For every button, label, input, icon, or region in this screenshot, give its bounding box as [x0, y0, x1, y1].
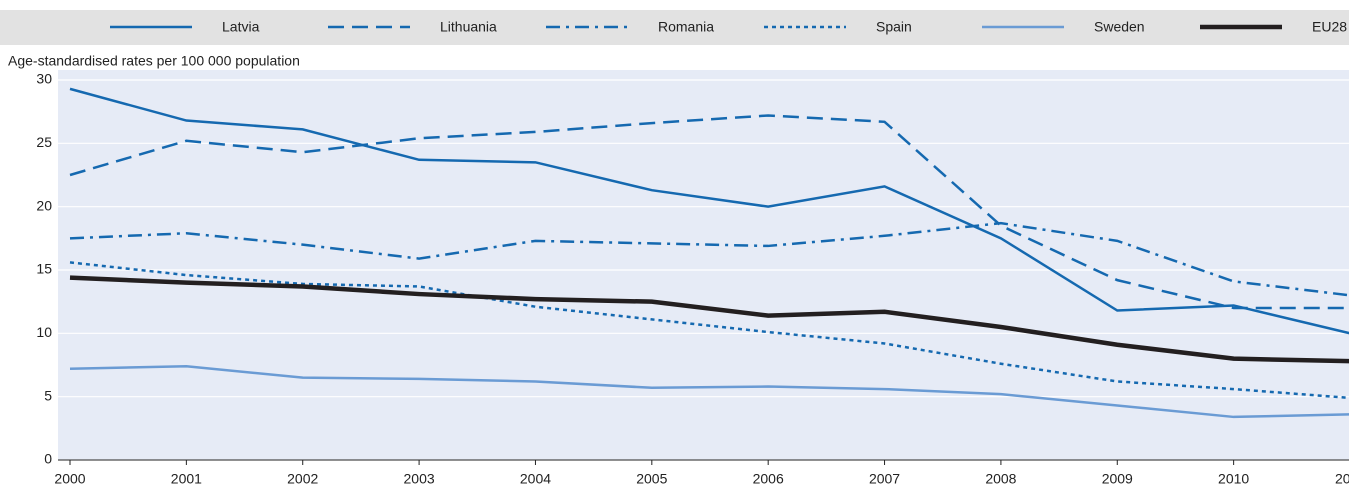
series-line: [69, 365, 1349, 419]
x-tick-label: 2011: [1335, 471, 1349, 487]
x-tick-label: 2003: [404, 471, 435, 487]
legend-label: EU28: [1312, 19, 1347, 35]
legend-label: Romania: [658, 19, 714, 35]
y-axis-label: Age-standardised rates per 100 000 popul…: [8, 53, 300, 69]
x-tick-label: 2008: [985, 471, 1016, 487]
legend-label: Lithuania: [440, 19, 497, 35]
x-tick-label: 2002: [287, 471, 318, 487]
x-tick-label: 2001: [171, 471, 202, 487]
y-tick-label: 10: [36, 324, 52, 340]
x-tick-label: 2005: [636, 471, 667, 487]
series-line: [69, 275, 1349, 364]
series-line: [69, 261, 1349, 400]
x-tick-label: 2009: [1102, 471, 1133, 487]
x-tick-label: 2007: [869, 471, 900, 487]
y-tick-label: 5: [44, 387, 52, 403]
y-tick-label: 30: [36, 71, 52, 87]
x-tick-label: 2000: [54, 471, 85, 487]
series-line: [69, 114, 1349, 310]
legend-label: Latvia: [222, 19, 260, 35]
y-tick-label: 20: [36, 197, 52, 213]
series-line: [69, 221, 1349, 297]
y-tick-label: 0: [44, 451, 52, 467]
legend-band: [0, 10, 1349, 45]
x-tick-label: 2004: [520, 471, 551, 487]
legend-label: Sweden: [1094, 19, 1145, 35]
series-line: [69, 87, 1349, 335]
y-tick-label: 25: [36, 134, 52, 150]
plot-area: [58, 70, 1349, 460]
y-tick-label: 15: [36, 261, 52, 277]
legend-label: Spain: [876, 19, 912, 35]
x-tick-label: 2010: [1218, 471, 1249, 487]
x-tick-label: 2006: [753, 471, 784, 487]
